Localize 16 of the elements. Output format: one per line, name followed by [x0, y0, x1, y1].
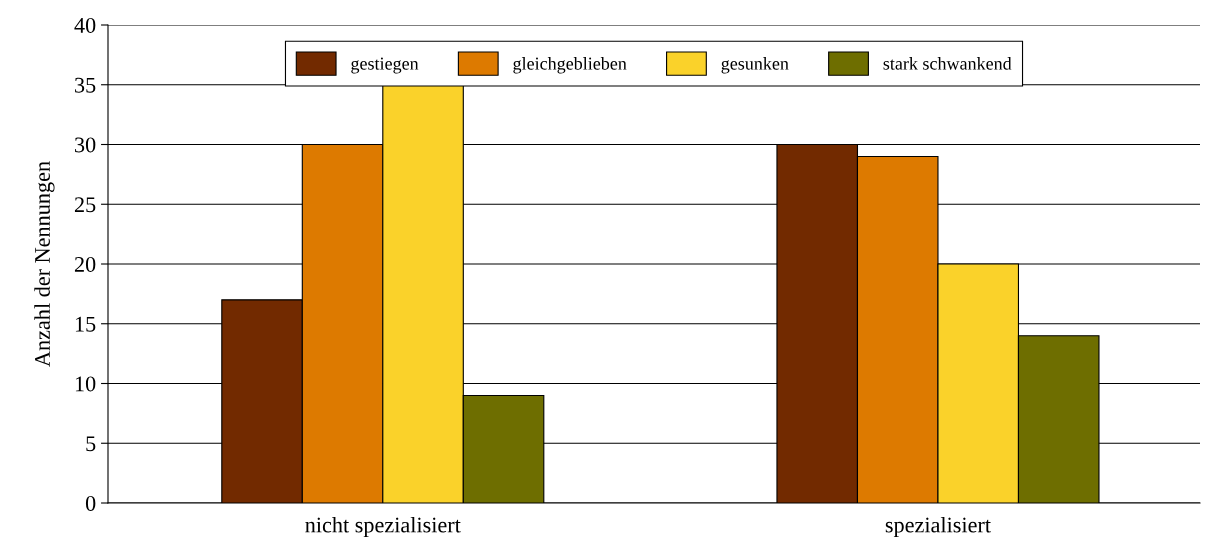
y-axis-title: Anzahl der Nennungen [34, 161, 55, 367]
x-tick-label: nicht spezialisiert [305, 516, 461, 538]
legend-label: gestiegen [351, 57, 419, 74]
y-tick-label: 10 [75, 376, 96, 392]
legend-label: gleichgeblieben [513, 57, 627, 74]
x-tick-label: spezialisiert [885, 516, 991, 538]
y-tick-label: 0 [85, 495, 96, 511]
legend-label: gesunken [721, 57, 789, 74]
y-tick-label: 40 [74, 17, 96, 33]
y-tick-label: 25 [74, 197, 96, 213]
y-tick-label: 5 [86, 436, 96, 452]
y-tick-label: 20 [74, 256, 96, 272]
y-tick-label: 30 [75, 137, 96, 153]
legend-label: stark schwankend [883, 57, 1012, 70]
y-tick-label: 15 [75, 316, 96, 332]
y-tick-label: 35 [75, 77, 96, 93]
